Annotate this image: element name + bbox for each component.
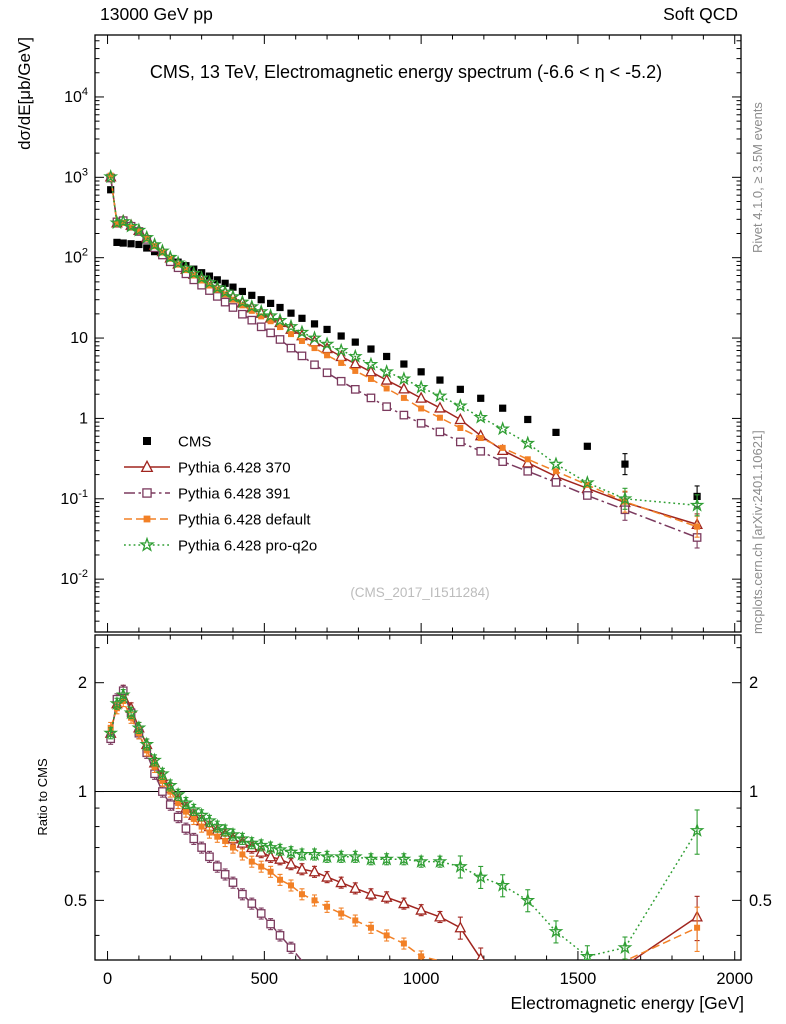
y-tick-label-ratio-right: 0.5 (749, 892, 772, 910)
y-axis-label-main: dσ/dE[μb/GeV] (15, 37, 34, 150)
legend-entry-pythia-6-428-391: Pythia 6.428 391 (124, 486, 291, 503)
legend-label: Pythia 6.428 391 (178, 486, 291, 503)
analysis-id-watermark: (CMS_2017_I1511284) (350, 585, 489, 600)
y-tick-label-main: 10 (70, 330, 88, 347)
legend-entry-pythia-6-428-pro-q2o: Pythia 6.428 pro-q2o (124, 536, 317, 555)
legend: CMS Pythia 6.428 370 Pythia 6.428 391 Pythi… (124, 434, 317, 555)
legend-entry-pythia-6-428-370: Pythia 6.428 370 (124, 460, 291, 477)
y-tick-label-main: 103 (64, 166, 88, 186)
ratio-series-pythia-6-428-pro-q2o (103, 687, 705, 960)
y-tick-label-main: 102 (64, 247, 88, 267)
main-series-pythia-6-428-pro-q2o (103, 169, 705, 517)
legend-label: Pythia 6.428 370 (178, 460, 291, 477)
main-frame (94, 34, 742, 633)
main-series-pythia-6-428-default (107, 172, 701, 538)
x-tick-label: 1000 (403, 970, 440, 988)
y-tick-label-main: 10-1 (60, 488, 88, 508)
x-tick-label: 1500 (560, 970, 597, 988)
legend-label: Pythia 6.428 pro-q2o (178, 538, 317, 555)
y-tick-label-ratio-right: 1 (749, 783, 758, 801)
y-tick-label-main: 10-2 (60, 568, 88, 588)
mcplots-attribution: mcplots.cern.ch [arXiv:2401.10621] (750, 430, 765, 634)
data-series (103, 169, 705, 960)
legend-entry-cms: CMS (143, 434, 211, 451)
y-tick-label-main: 1 (79, 410, 88, 427)
main-series-pythia-6-428-370 (104, 170, 703, 536)
ratio-frame (94, 634, 742, 961)
y-tick-label-ratio: 0.5 (64, 892, 87, 910)
x-tick-label: 500 (251, 970, 279, 988)
y-tick-label-ratio: 1 (78, 783, 87, 801)
x-tick-label: 0 (103, 970, 112, 988)
y-tick-label-ratio-right: 2 (749, 674, 758, 692)
x-axis-label: Electromagnetic energy [GeV] (511, 993, 744, 1013)
y-tick-label-ratio: 2 (78, 674, 87, 692)
process-group-label: Soft QCD (663, 4, 738, 24)
x-tick-label: 2000 (716, 970, 753, 988)
y-axis-label-ratio: Ratio to CMS (35, 758, 50, 836)
legend-label: CMS (178, 434, 211, 451)
beam-info-label: 13000 GeV pp (100, 4, 213, 24)
plot-title: CMS, 13 TeV, Electromagnetic energy spec… (150, 62, 662, 82)
legend-label: Pythia 6.428 default (178, 512, 311, 529)
ratio-series-pythia-6-428-default (107, 695, 701, 960)
rivet-version-note: Rivet 4.1.0, ≥ 3.5M events (750, 102, 765, 253)
legend-entry-pythia-6-428-default: Pythia 6.428 default (124, 512, 311, 529)
y-tick-label-main: 104 (64, 86, 88, 106)
